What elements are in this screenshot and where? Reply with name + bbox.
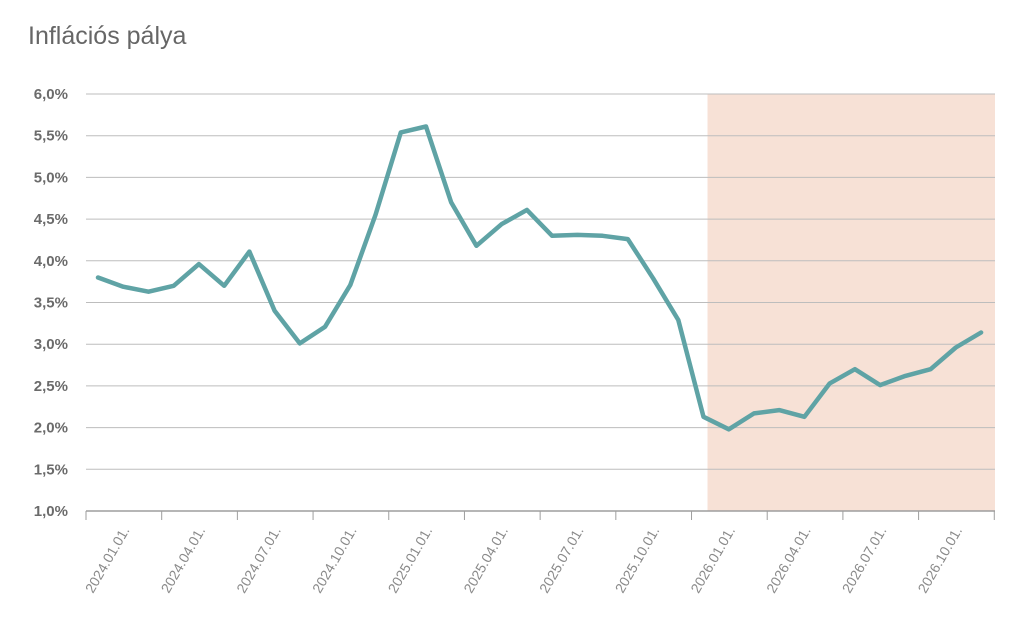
x-tick-label: 2025.10.01. <box>612 524 663 596</box>
y-tick-label: 2,0% <box>34 420 68 437</box>
chart-title: Inflációs pálya <box>28 22 187 50</box>
y-tick-label: 1,5% <box>34 461 68 478</box>
x-tick-label: 2025.04.01. <box>460 524 511 596</box>
x-tick-label: 2025.01.01. <box>385 524 436 596</box>
x-tick-label: 2024.01.01. <box>82 524 133 596</box>
y-tick-label: 3,0% <box>34 336 68 353</box>
x-tick-label: 2025.07.01. <box>536 524 587 596</box>
x-tick-label: 2026.07.01. <box>839 524 890 596</box>
x-tick-label: 2024.10.01. <box>309 524 360 596</box>
y-tick-label: 4,5% <box>34 211 68 228</box>
x-tick-label: 2024.04.01. <box>157 524 208 596</box>
y-tick-label: 2,5% <box>34 378 68 395</box>
x-tick-label: 2026.04.01. <box>763 524 814 596</box>
x-tick-label: 2024.07.01. <box>233 524 284 596</box>
x-tick-label: 2026.01.01. <box>687 524 738 596</box>
y-tick-label: 6,0% <box>34 86 68 103</box>
y-tick-label: 1,0% <box>34 503 68 520</box>
y-tick-label: 3,5% <box>34 295 68 312</box>
x-tick-label: 2026.10.01. <box>914 524 965 596</box>
y-tick-label: 5,0% <box>34 169 68 186</box>
y-tick-label: 4,0% <box>34 253 68 270</box>
y-tick-label: 5,5% <box>34 128 68 145</box>
inflation-series-line <box>95 124 984 432</box>
